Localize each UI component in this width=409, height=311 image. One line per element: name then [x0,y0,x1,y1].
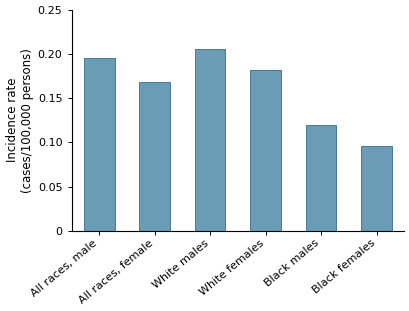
Bar [305,125,336,231]
Bar [84,58,114,231]
Bar [195,49,225,231]
Bar [250,70,280,231]
Bar [361,146,391,231]
Bar [139,82,170,231]
Y-axis label: Incidence rate
(cases/100,000 persons): Incidence rate (cases/100,000 persons) [6,48,34,193]
